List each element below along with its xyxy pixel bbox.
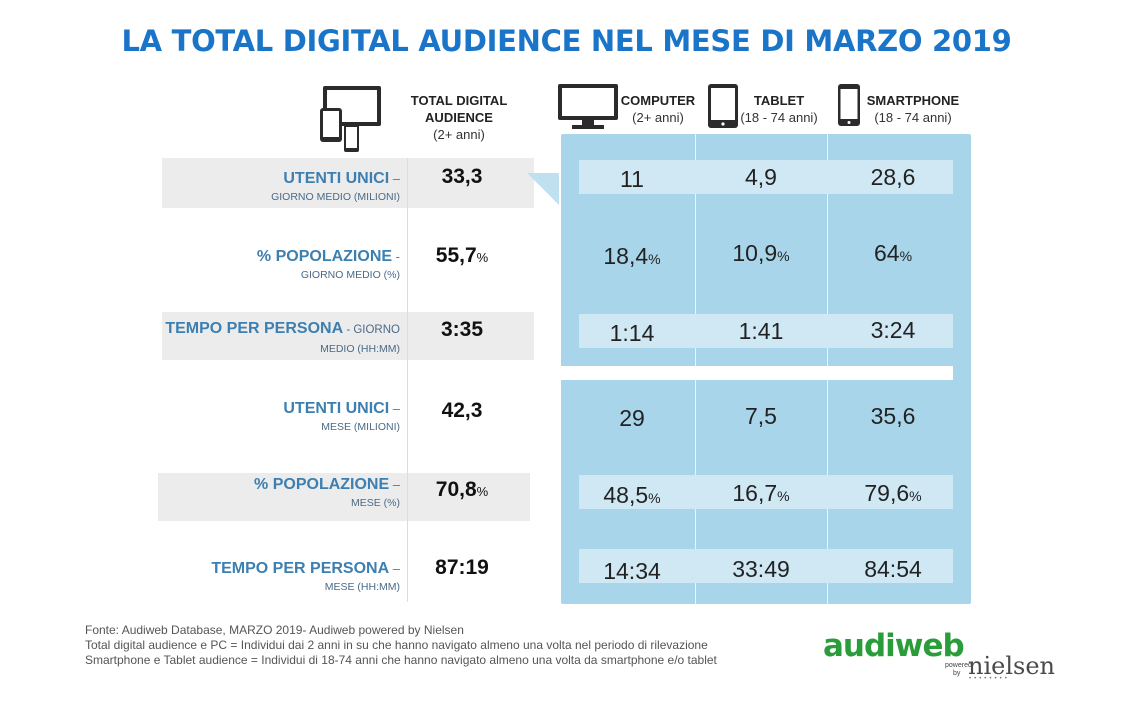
computer-value: 1:14 <box>609 320 655 346</box>
tablet-icon <box>708 84 738 128</box>
row-label: % POPOLAZIONE - GIORNO MEDIO (%) <box>256 248 400 281</box>
definition-line: Smartphone e Tablet audience = Individui… <box>85 653 717 667</box>
logo-powered: powered <box>945 662 972 669</box>
header-computer: COMPUTER (2+ anni) <box>618 92 698 126</box>
logo-by: by <box>953 670 961 677</box>
computer-value: 14:34 <box>603 558 661 584</box>
smartphone-value: 28,6 <box>870 164 916 190</box>
header-tablet-label: TABLET <box>753 93 805 108</box>
header-total-line1: TOTAL DIGITAL <box>410 93 508 108</box>
section-separator <box>158 366 953 380</box>
header-total: TOTAL DIGITAL AUDIENCE (2+ anni) <box>400 92 518 143</box>
tablet-value: 16,7% <box>732 480 790 506</box>
row-label: UTENTI UNICI – MESE (MILIONI) <box>283 400 400 433</box>
computer-value: 29 <box>619 405 645 431</box>
tablet-value: 4,9 <box>745 164 777 190</box>
callout-tail <box>527 173 559 205</box>
header-smartphone-label: SMARTPHONE <box>866 93 960 108</box>
smartphone-value: 35,6 <box>870 403 916 429</box>
smartphone-value: 3:24 <box>870 317 916 343</box>
value-band <box>579 160 953 194</box>
definition-line: Total digital audience e PC = Individui … <box>85 638 708 652</box>
header-computer-label: COMPUTER <box>620 93 696 108</box>
source-line: Fonte: Audiweb Database, MARZO 2019- Aud… <box>85 623 464 637</box>
row-label: UTENTI UNICI – GIORNO MEDIO (MILIONI) <box>271 170 400 203</box>
row-band <box>162 158 534 208</box>
tablet-value: 1:41 <box>738 318 784 344</box>
logo-audiweb: audiweb <box>823 628 965 664</box>
logo-nielsen: nielsen <box>968 652 1055 680</box>
smartphone-value: 79,6% <box>864 480 922 506</box>
computer-value: 11 <box>620 166 644 192</box>
header-tablet-sub: (18 - 74 anni) <box>740 110 818 125</box>
source-notes: Fonte: Audiweb Database, MARZO 2019- Aud… <box>85 623 717 668</box>
computer-value: 18,4% <box>603 243 661 269</box>
smartphone-value: 64% <box>873 240 913 266</box>
header-computer-sub: (2+ anni) <box>632 110 684 125</box>
audiweb-nielsen-logo: audiweb powered by nielsen •••••••• <box>823 622 1055 684</box>
total-value: 70,8% <box>435 478 489 501</box>
total-value: 87:19 <box>435 556 489 579</box>
total-value: 3:35 <box>440 318 484 341</box>
computer-value: 48,5% <box>603 482 661 508</box>
header-total-line2: AUDIENCE <box>425 110 493 125</box>
header-total-sub: (2+ anni) <box>433 127 485 142</box>
total-value: 55,7% <box>435 244 489 267</box>
total-value: 33,3 <box>441 165 483 188</box>
logo-dots: •••••••• <box>969 676 1010 682</box>
row-label: TEMPO PER PERSONA – MESE (HH:MM) <box>211 560 400 593</box>
total-value: 42,3 <box>441 399 483 422</box>
row-band <box>162 312 534 360</box>
multi-device-icon <box>320 86 381 152</box>
tablet-value: 7,5 <box>745 403 777 429</box>
value-band <box>579 475 953 509</box>
header-smartphone: SMARTPHONE (18 - 74 anni) <box>862 92 964 126</box>
row-band <box>158 473 530 521</box>
header-smartphone-sub: (18 - 74 anni) <box>874 110 952 125</box>
tablet-value: 33:49 <box>732 556 790 582</box>
smartphone-value: 84:54 <box>864 556 922 582</box>
row-label: TEMPO PER PERSONA - GIORNO MEDIO (HH:MM) <box>165 320 400 355</box>
value-band <box>579 549 953 583</box>
smartphone-icon <box>838 84 860 126</box>
tablet-value: 10,9% <box>732 240 790 266</box>
computer-icon <box>558 84 618 129</box>
total-column-divider <box>407 158 408 602</box>
value-band <box>579 314 953 348</box>
page-title: LA TOTAL DIGITAL AUDIENCE NEL MESE DI MA… <box>121 24 1012 58</box>
header-tablet: TABLET (18 - 74 anni) <box>738 92 820 126</box>
row-label: % POPOLAZIONE – MESE (%) <box>254 476 400 509</box>
